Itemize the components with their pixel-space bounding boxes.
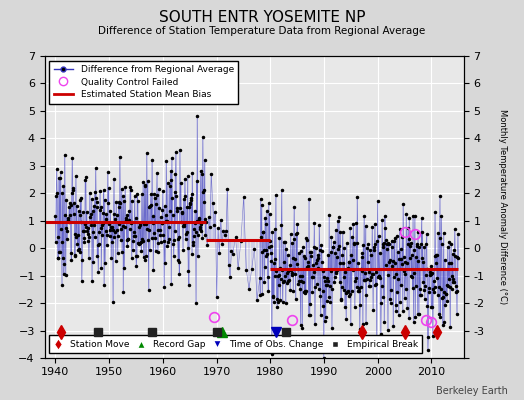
Text: Difference of Station Temperature Data from Regional Average: Difference of Station Temperature Data f…	[99, 26, 425, 36]
Text: SOUTH ENTR YOSEMITE NP: SOUTH ENTR YOSEMITE NP	[159, 10, 365, 25]
Text: Berkeley Earth: Berkeley Earth	[436, 386, 508, 396]
Legend: Station Move, Record Gap, Time of Obs. Change, Empirical Break: Station Move, Record Gap, Time of Obs. C…	[49, 336, 422, 354]
Y-axis label: Monthly Temperature Anomaly Difference (°C): Monthly Temperature Anomaly Difference (…	[498, 110, 507, 304]
